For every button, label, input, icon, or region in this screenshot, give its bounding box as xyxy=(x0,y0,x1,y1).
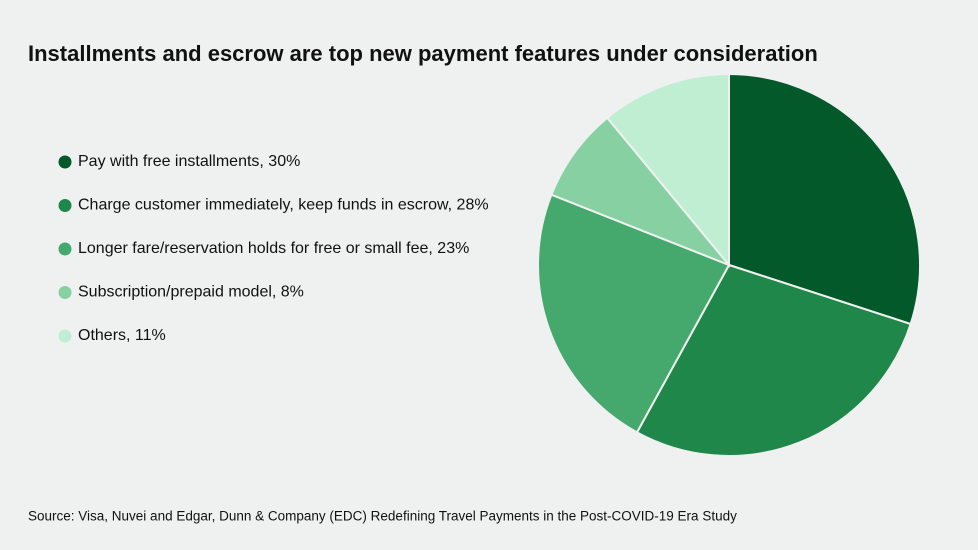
legend-swatch xyxy=(58,199,72,212)
legend-label: Longer fare/reservation holds for free o… xyxy=(78,240,469,257)
legend-swatch xyxy=(58,286,72,299)
legend-label: Pay with free installments, 30% xyxy=(78,153,300,170)
pie-slice xyxy=(728,72,921,326)
legend-label: Others, 11% xyxy=(78,327,166,344)
legend-swatch xyxy=(58,329,72,343)
source: Source: Visa, Nuvei and Edgar, Dunn & Co… xyxy=(28,509,737,524)
legend-swatch xyxy=(58,242,72,256)
pie-slice xyxy=(537,193,731,434)
pie-slice xyxy=(605,72,730,268)
pie-slice xyxy=(550,116,730,266)
legend-label: Charge customer immediately, keep funds … xyxy=(78,197,489,214)
chart-title: Installments and escrow are top new paym… xyxy=(28,41,818,66)
legend-swatch xyxy=(58,155,72,169)
pie-slice xyxy=(635,263,912,457)
legend-label: Subscription/prepaid model, 8% xyxy=(78,284,304,301)
